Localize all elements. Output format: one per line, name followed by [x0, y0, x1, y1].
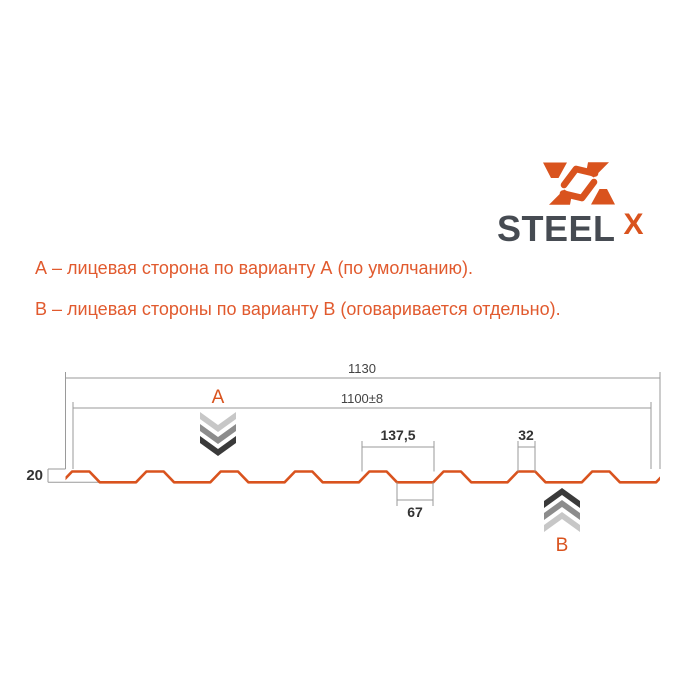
svg-text:1100±8: 1100±8 [341, 391, 383, 406]
svg-text:A: A [212, 387, 225, 408]
svg-text:20: 20 [26, 467, 43, 484]
svg-text:1130: 1130 [348, 361, 376, 376]
svg-text:32: 32 [518, 427, 534, 443]
svg-text:B: B [556, 535, 569, 556]
svg-text:137,5: 137,5 [380, 427, 415, 443]
svg-text:67: 67 [407, 504, 423, 520]
